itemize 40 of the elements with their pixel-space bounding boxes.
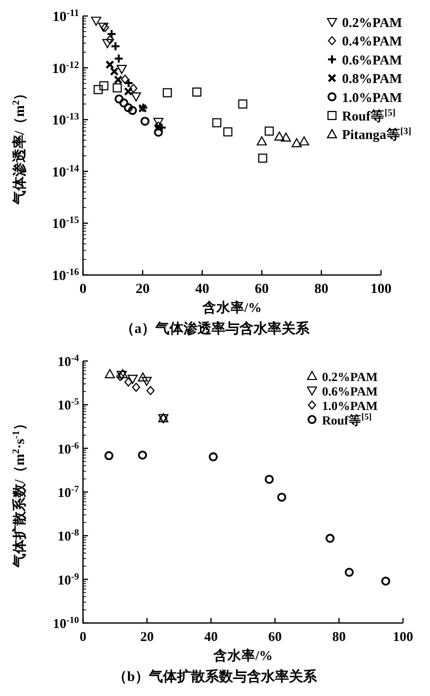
y-tick-label: 10$^{-4}$ [58,354,80,369]
y-tick-label: 10$^{-12}$ [52,59,80,77]
x-tick-label: 20 [140,629,154,644]
y-tick-label: 10$^{-14}$ [52,162,80,180]
y-tick-label: 10$^{-5}$ [58,398,80,413]
legend-label: 1.0%PAM [322,399,378,413]
legend-label: 1.0%PAM [342,90,402,105]
text: （b）气体扩散系数与含水率关系 [113,668,318,685]
y-tick-label: 10$^{-9}$ [58,572,80,588]
y-tick-label: 10$^{-15}$ [52,214,80,232]
y-tick-label: 10$^{-10}$ [52,616,80,631]
x-tick-label: 0 [80,629,87,644]
legend-label: 0.2%PAM [342,15,402,30]
x-tick-label: 20 [136,282,150,297]
legend-label: Rouf等$^{[5]}$ [342,108,396,124]
legend-label: 0.4%PAM [342,34,402,49]
x-tick-label: 40 [195,282,210,297]
y-tick-label: 10$^{-6}$ [58,441,80,456]
legend-label: Pitanga等$^{[3]}$ [342,127,412,142]
y-tick-label: 10$^{-13}$ [52,111,80,129]
x-tick-label: 60 [268,629,282,644]
y-tick-label: 10$^{-7}$ [58,485,80,500]
y-tick-label: 10$^{-16}$ [52,266,80,284]
y-tick-label: 10$^{-11}$ [52,8,80,25]
legend-label: 0.6%PAM [342,52,402,68]
legend-label: 0.8%PAM [342,71,402,86]
text: （a）气体渗透率与含水率关系 [120,320,310,337]
x-tick-label: 40 [204,629,218,644]
x-axis-title: 含水率/% [212,647,273,663]
x-tick-label: 100 [370,282,392,297]
y-tick-label: 10$^{-8}$ [58,528,80,544]
legend-label: 0.6%PAM [322,384,378,398]
legend-label: 0.2%PAM [322,370,378,384]
x-tick-label: 80 [332,629,346,644]
x-axis-title: 含水率/% [201,299,262,315]
x-tick-label: 100 [392,629,414,644]
x-tick-label: 80 [314,282,328,297]
x-tick-label: 60 [254,282,269,297]
legend-label: Rouf等$^{[5]}$ [322,412,372,428]
x-tick-label: 0 [80,282,86,297]
